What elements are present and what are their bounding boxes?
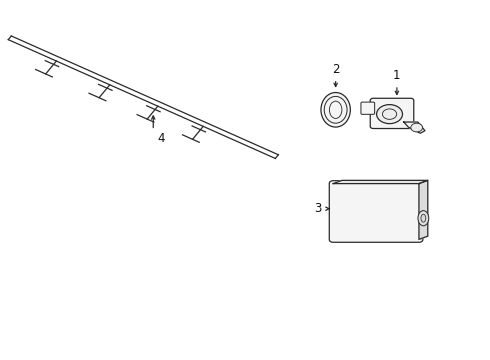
FancyBboxPatch shape	[329, 181, 423, 242]
Circle shape	[411, 123, 422, 132]
Polygon shape	[404, 122, 425, 133]
Text: 3: 3	[315, 202, 322, 215]
Text: 1: 1	[393, 69, 401, 82]
Text: 4: 4	[157, 132, 165, 145]
Ellipse shape	[421, 214, 426, 222]
Ellipse shape	[418, 211, 429, 226]
Circle shape	[382, 109, 397, 120]
Ellipse shape	[329, 101, 342, 118]
Text: 2: 2	[332, 63, 340, 76]
Polygon shape	[333, 180, 428, 184]
Circle shape	[377, 105, 402, 123]
FancyBboxPatch shape	[370, 98, 414, 129]
Ellipse shape	[324, 96, 347, 123]
FancyBboxPatch shape	[361, 102, 375, 114]
Ellipse shape	[321, 93, 350, 127]
Polygon shape	[419, 180, 428, 239]
